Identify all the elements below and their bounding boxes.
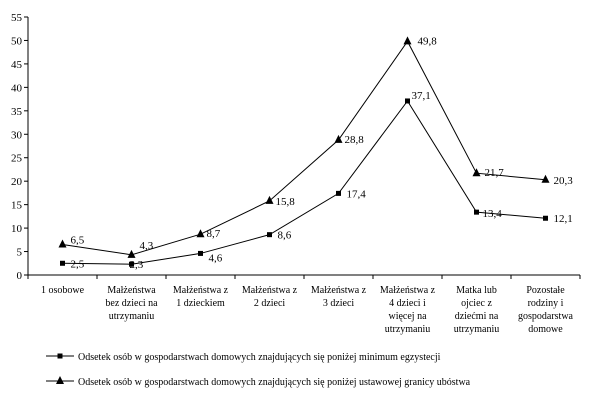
data-label: 20,3 <box>554 175 574 187</box>
y-tick-label: 25 <box>11 153 23 165</box>
y-tick-label: 5 <box>17 247 23 259</box>
y-tick-label: 20 <box>11 176 23 188</box>
data-label: 8,7 <box>207 228 221 240</box>
series-minimum-line <box>62 100 546 265</box>
y-tick-label: 45 <box>11 59 23 71</box>
data-label: 15,8 <box>276 196 296 208</box>
data-point-square <box>543 215 548 221</box>
x-category-label: Małżeństwa bez dzieci na utrzymaniu <box>105 285 158 322</box>
data-point-square <box>474 209 479 215</box>
x-category-label: 1 osobowe <box>41 285 85 296</box>
data-label: 17,4 <box>347 188 367 200</box>
data-point-triangle <box>58 239 67 248</box>
series-poverty-line <box>62 40 546 256</box>
data-point-triangle <box>265 195 274 204</box>
data-point-square <box>336 190 341 196</box>
legend-label: Odsetek osób w gospodarstwach domowych z… <box>78 377 471 388</box>
legend: Odsetek osób w gospodarstwach domowych z… <box>46 352 471 388</box>
legend-label: Odsetek osób w gospodarstwach domowych z… <box>78 352 441 363</box>
data-point-triangle <box>541 174 550 183</box>
data-point-triangle <box>127 249 136 258</box>
data-point-triangle <box>403 36 412 45</box>
legend-marker-triangle <box>56 376 64 384</box>
data-label: 4,6 <box>209 252 223 264</box>
data-point-square <box>405 98 410 104</box>
data-label: 12,1 <box>554 213 573 225</box>
data-point-square <box>129 261 134 267</box>
y-tick-label: 40 <box>11 82 23 94</box>
y-tick-label: 10 <box>11 223 23 235</box>
legend-marker-square <box>57 353 63 359</box>
data-label: 28,8 <box>345 134 365 146</box>
x-axis: 1 osobowe Małżeństwa bez dzieci na utrzyman… <box>27 274 581 335</box>
data-label: 37,1 <box>412 90 431 102</box>
data-point-triangle <box>334 134 343 143</box>
y-tick-label: 35 <box>11 106 23 118</box>
x-category-label: Matka lub ojciec z dziećmi na utrzymaniu <box>454 285 500 335</box>
data-label: 2,5 <box>71 258 85 270</box>
y-tick-label: 50 <box>11 35 23 47</box>
data-point-triangle <box>196 229 205 238</box>
data-point-square <box>198 250 203 256</box>
data-label: 13,4 <box>483 208 503 220</box>
y-tick-label: 15 <box>11 200 23 212</box>
data-point-square <box>60 260 65 266</box>
y-tick-label: 30 <box>11 129 23 141</box>
y-tick-label: 55 <box>11 12 23 24</box>
y-axis: 0 5 10 15 20 25 30 35 40 45 50 55 <box>11 12 29 282</box>
data-label: 6,5 <box>71 235 85 247</box>
data-label: 49,8 <box>418 35 438 47</box>
data-point-triangle <box>472 168 481 177</box>
x-category-label: Pozostałe rodziny i gospodarstwa domowe <box>518 285 574 335</box>
data-label: 2,3 <box>130 259 144 271</box>
data-label: 4,3 <box>140 240 154 252</box>
series-layer <box>58 36 550 267</box>
data-point-square <box>267 232 272 238</box>
data-label: 8,6 <box>278 230 292 242</box>
y-tick-label: 0 <box>17 270 23 282</box>
data-labels: 2,5 2,3 4,6 8,6 17,4 37,1 13,4 12,1 6,5 4,3 8,7 15,… <box>71 35 574 271</box>
data-label: 21,7 <box>485 167 505 179</box>
